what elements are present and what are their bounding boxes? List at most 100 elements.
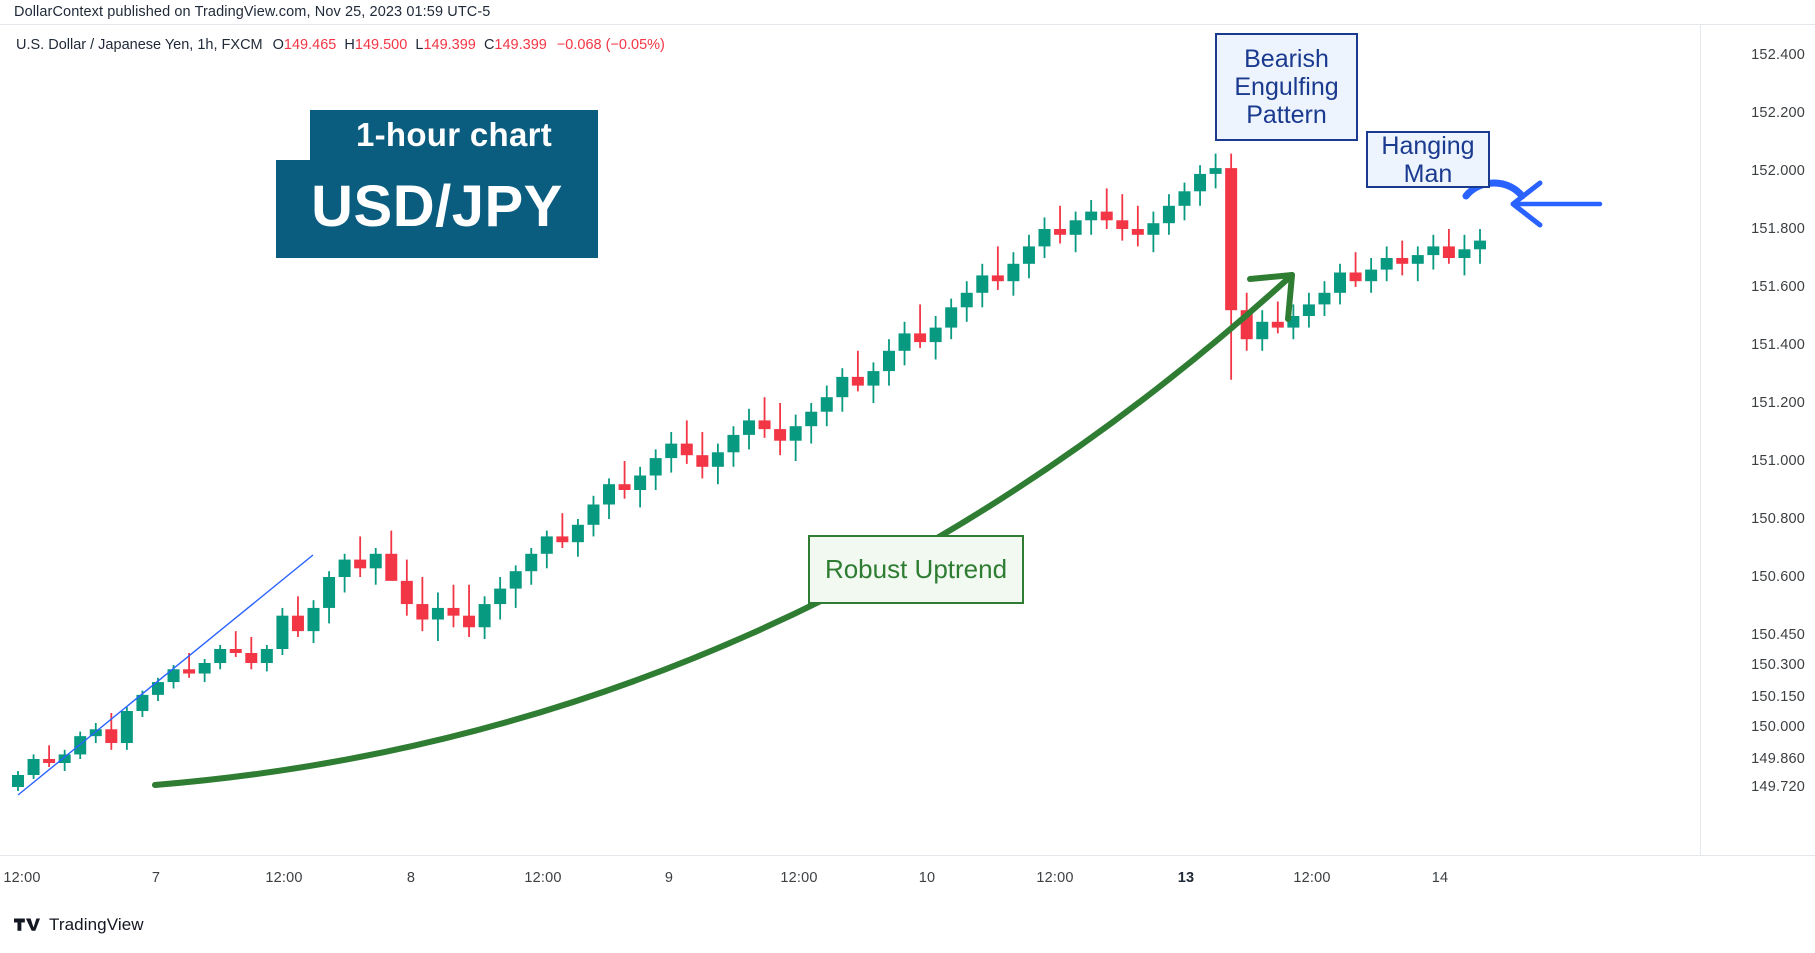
publisher-text: DollarContext published on TradingView.c… <box>14 4 491 20</box>
candle-body <box>183 669 196 674</box>
annotation-hanging-man: Hanging Man <box>1366 131 1490 188</box>
candle-body <box>400 580 413 605</box>
blue-trendline <box>17 554 314 796</box>
candle-body <box>1147 223 1160 235</box>
time-tick-label: 12:00 <box>265 870 303 886</box>
badge-bottom-block <box>276 160 598 258</box>
price-tick-label: 152.200 <box>1751 105 1805 121</box>
candle-body <box>1162 205 1175 224</box>
legend-symbol: U.S. Dollar / Japanese Yen, 1h, FXCM <box>16 37 263 53</box>
candle-body <box>618 484 631 490</box>
green-arrow-head <box>1247 272 1295 322</box>
price-tick-label: 151.000 <box>1751 453 1805 469</box>
price-tick-label: 151.800 <box>1751 221 1805 237</box>
candle-body <box>1380 258 1393 270</box>
candle-body <box>571 524 584 543</box>
price-tick-label: 150.450 <box>1751 627 1805 643</box>
price-tick-label: 150.000 <box>1751 719 1805 735</box>
candle-body <box>1365 269 1378 282</box>
legend-close-key: C <box>483 37 495 53</box>
candle-body <box>1007 263 1020 282</box>
candle-body <box>385 553 398 581</box>
time-tick-label: 9 <box>664 870 674 886</box>
time-tick-label: 7 <box>151 870 161 886</box>
candle-body <box>369 553 382 569</box>
candle-body <box>447 607 460 616</box>
candle-body <box>1038 229 1051 247</box>
price-tick-label: 150.150 <box>1751 689 1805 705</box>
candle-body <box>1318 292 1331 305</box>
candle-body <box>1396 258 1409 264</box>
chart-plot-area[interactable] <box>0 25 1700 855</box>
candle-body <box>260 649 273 663</box>
candle-body <box>867 371 880 386</box>
candle-body <box>945 307 958 328</box>
candle-body <box>1287 316 1300 328</box>
price-axis[interactable]: 152.400 152.200 152.000 151.800 151.600 151.4… <box>1700 25 1815 855</box>
candle-body <box>509 571 522 589</box>
candle-body <box>1085 211 1098 221</box>
price-tick-label: 149.860 <box>1751 751 1805 767</box>
blue-arc-marker <box>1462 179 1526 200</box>
candle-body <box>416 604 429 620</box>
candle-body <box>1022 246 1035 264</box>
candle-body <box>136 694 149 711</box>
badge-top-block <box>310 110 598 160</box>
candle-body <box>603 484 616 505</box>
price-tick-label: 150.800 <box>1751 511 1805 527</box>
chart-legend: U.S. Dollar / Japanese Yen, 1h, FXCM O14… <box>16 37 665 53</box>
price-tick-label: 152.400 <box>1751 47 1805 63</box>
candle-body <box>727 434 740 453</box>
annotation-robust-uptrend: Robust Uptrend <box>808 535 1024 604</box>
time-tick-label: 12:00 <box>524 870 562 886</box>
candle-body <box>882 350 895 372</box>
candle-body <box>1178 191 1191 206</box>
price-tick-label: 151.400 <box>1751 337 1805 353</box>
candle-body <box>665 443 678 459</box>
candle-body <box>774 429 787 441</box>
time-tick-label: 12:00 <box>1293 870 1331 886</box>
candle-body <box>1411 255 1424 264</box>
candle-body <box>1054 229 1067 235</box>
candle-body <box>758 420 771 430</box>
candle-body <box>1209 168 1222 174</box>
candle-body <box>291 615 304 632</box>
legend-low-value: 149.399 <box>423 37 476 53</box>
candle-body <box>836 376 849 398</box>
candle-body <box>105 729 118 743</box>
candle-body <box>89 729 102 737</box>
candle-body <box>58 754 71 763</box>
candle-body <box>463 615 476 628</box>
legend-open-value: 149.465 <box>283 37 337 53</box>
candle-body <box>649 458 662 476</box>
candle-body <box>494 588 507 605</box>
badge-title: USD/JPY <box>311 173 563 239</box>
time-tick-label: 14 <box>1431 870 1449 886</box>
candle-body <box>12 775 24 787</box>
candle-body <box>307 607 320 632</box>
legend-high-value: 149.500 <box>354 37 408 53</box>
candle-body <box>1069 220 1082 235</box>
legend-high-key: H <box>344 37 355 53</box>
candle-body <box>431 607 444 620</box>
candle-body <box>198 663 211 674</box>
candle-body <box>1225 168 1238 311</box>
annotation-bearish-engulfing: Bearish Engulfing Pattern <box>1215 33 1358 141</box>
candle-body <box>680 443 693 456</box>
candle-body <box>478 604 491 628</box>
legend-change: −0.068 (−0.05%) <box>556 37 665 53</box>
candle-body <box>711 452 724 467</box>
candle-body <box>1442 246 1455 258</box>
time-tick-label: 13 <box>1177 870 1195 886</box>
candle-body <box>820 397 833 412</box>
legend-open-key: O <box>272 37 284 53</box>
candle-body <box>743 420 755 435</box>
price-tick-label: 150.300 <box>1751 657 1805 673</box>
legend-ohlc: O149.465 H149.500 L149.399 C149.399 <box>273 37 547 53</box>
time-axis[interactable]: 12:00 7 12:00 8 12:00 9 12:00 10 12:00 13 12:00 14 <box>0 855 1815 897</box>
candle-body <box>914 333 927 343</box>
candle-body <box>929 327 942 343</box>
candle-body <box>43 759 56 763</box>
time-tick-label: 12:00 <box>780 870 818 886</box>
candle-body <box>1100 211 1113 221</box>
